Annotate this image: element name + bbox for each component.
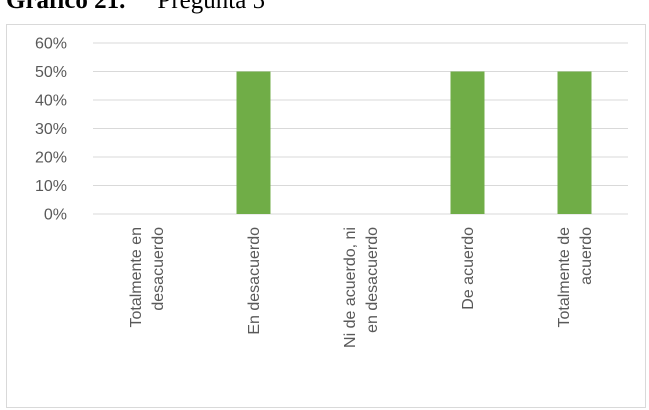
y-tick-label: 30%	[35, 121, 67, 138]
y-tick-label: 10%	[35, 178, 67, 195]
x-tick-label-line: en desacuerdo	[364, 227, 381, 333]
y-tick-label: 40%	[35, 93, 67, 110]
x-tick-label: Totalmente en desacuerdo	[128, 227, 167, 328]
x-tick-label-line: Ni de acuerdo, ni	[342, 227, 359, 348]
bar	[450, 71, 485, 214]
x-tick-label: Totalmente de acuerdo	[556, 227, 595, 328]
x-tick-label: De acuerdo	[460, 227, 477, 310]
figure-caption: Pregunta 5	[157, 0, 266, 14]
x-tick-label-line: Totalmente en	[128, 227, 145, 328]
x-tick-label-line: acuerdo	[578, 227, 595, 285]
x-tick-label: En desacuerdo	[246, 227, 263, 335]
x-tick-label-line: De acuerdo	[460, 227, 477, 310]
y-tick-label: 20%	[35, 150, 67, 167]
figure-heading: Gráfico 21. Pregunta 5	[6, 0, 265, 21]
y-tick-label: 50%	[35, 64, 67, 81]
x-tick-label-line: desacuerdo	[150, 227, 167, 311]
chart-frame: 0% 10% 20% 30% 40% 50% 60% Totalmente en desacue…	[6, 24, 646, 408]
bar	[236, 71, 271, 214]
bar-chart: 0% 10% 20% 30% 40% 50% 60% Totalmente en desacue…	[35, 36, 628, 348]
bar	[557, 71, 592, 214]
figure-label: Gráfico 21.	[6, 0, 126, 14]
x-tick-label-line: Totalmente de	[556, 227, 573, 328]
y-tick-label: 0%	[44, 207, 67, 224]
y-tick-label: 60%	[35, 36, 67, 53]
x-tick-label-line: En desacuerdo	[246, 227, 263, 335]
x-tick-label: Ni de acuerdo, ni en desacuerdo	[342, 227, 381, 348]
